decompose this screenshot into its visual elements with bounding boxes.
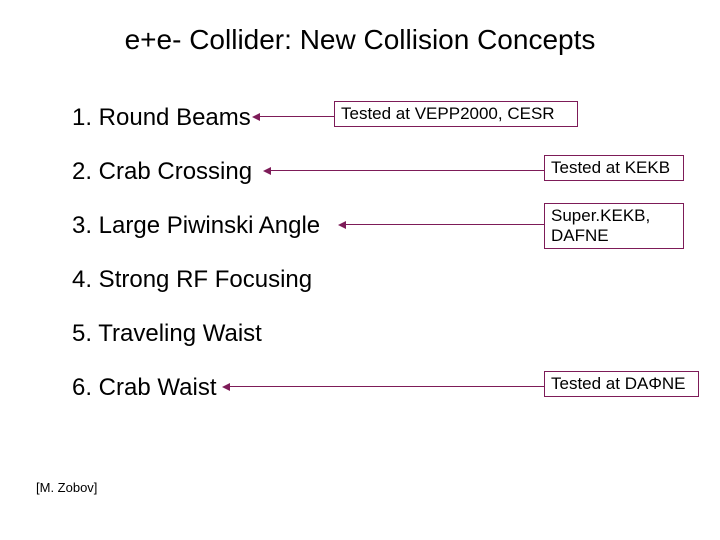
list-item-2: 2. Crab Crossing [72,158,252,186]
callout-text: Tested at DAΦNE [551,374,686,393]
arrow-1-head [252,113,260,121]
list-item-6: 6. Crab Waist [72,374,216,402]
arrow-3-line [346,224,544,225]
callout-box-4: Tested at DAΦNE [544,371,699,397]
callout-box-1: Tested at VEPP2000, CESR [334,101,578,127]
callout-box-3: Super.KEKB, DAFNE [544,203,684,249]
callout-text: Tested at KEKB [551,158,670,177]
list-item-5: 5. Traveling Waist [72,320,262,348]
attribution: [M. Zobov] [36,480,97,495]
list-item-1: 1. Round Beams [72,104,251,132]
arrow-2-head [263,167,271,175]
arrow-3-head [338,221,346,229]
arrow-1-line [260,116,334,117]
callout-box-2: Tested at KEKB [544,155,684,181]
callout-text: Tested at VEPP2000, CESR [341,104,555,123]
arrow-4-head [222,383,230,391]
callout-text: Super.KEKB, DAFNE [551,206,650,245]
slide-title: e+e- Collider: New Collision Concepts [0,24,720,56]
list-item-3: 3. Large Piwinski Angle [72,212,320,240]
list-item-4: 4. Strong RF Focusing [72,266,312,294]
arrow-4-line [230,386,544,387]
slide: e+e- Collider: New Collision Concepts 1.… [0,0,720,540]
arrow-2-line [271,170,544,171]
